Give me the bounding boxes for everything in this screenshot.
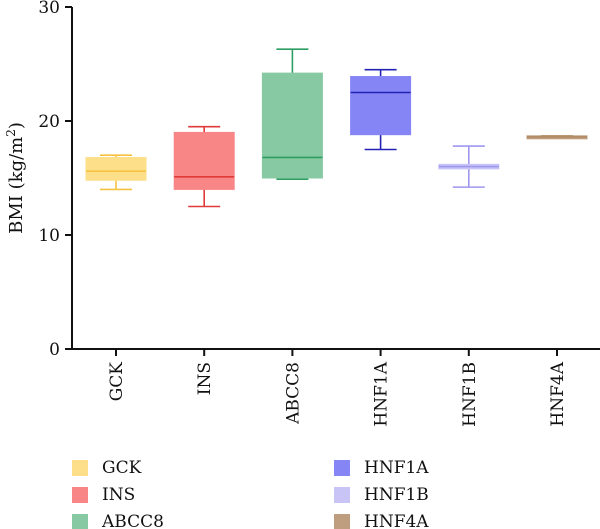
x-ticks: GCK INS ABCC8 HNF1A HNF1B HNF4A [107,349,568,427]
x-tick-label: ABCC8 [283,362,303,425]
legend-item-hnf4a: HNF4A [334,512,429,529]
y-tick-label: 0 [49,340,60,360]
box-abcc8 [261,48,323,180]
box-iqr [261,72,323,179]
legend-item-hnf1b: HNF1B [334,485,429,505]
y-axis-title-base: BMI (kg/m [6,137,27,234]
legend-swatch [334,460,350,476]
legend-label: HNF1A [364,458,429,478]
y-tick-label: 30 [38,0,60,18]
y-axis-title-close: ) [6,122,27,129]
boxes [85,48,588,208]
legend-item-abcc8: ABCC8 [72,512,164,529]
box-ins [173,125,235,208]
box-iqr [85,156,147,181]
legend-swatch [72,514,88,529]
legend-swatch [72,460,88,476]
legend-item-gck: GCK [72,458,142,478]
box-iqr [173,131,235,190]
legend: GCK INS ABCC8 HNF1A HNF1B HNF4A [72,458,429,529]
legend-swatch [72,487,88,503]
legend-label: ABCC8 [101,512,164,529]
x-tick-label: HNF4A [548,361,568,426]
legend-item-ins: INS [72,485,135,505]
legend-swatch [334,514,350,529]
y-axis-title-sup: 2 [4,129,18,137]
box-hnf1a [350,68,412,151]
legend-label: HNF1B [364,485,429,505]
box-hnf1b [438,145,500,188]
legend-swatch [334,487,350,503]
legend-label: INS [102,485,135,505]
x-tick-label: HNF1B [460,362,480,427]
legend-label: GCK [102,458,142,478]
y-ticks: 0 10 20 30 [38,0,72,360]
box-iqr [350,76,412,136]
legend-label: HNF4A [364,512,429,529]
axes [71,7,600,350]
y-tick-label: 20 [38,112,60,132]
x-tick-label: INS [195,362,215,395]
x-tick-label: HNF1A [372,361,392,426]
x-tick-label: GCK [107,362,127,402]
box-hnf4a [526,135,588,140]
y-axis-title: BMI (kg/m2) [4,122,27,234]
y-tick-label: 10 [38,226,60,246]
legend-item-hnf1a: HNF1A [334,458,429,478]
box-gck [85,154,147,191]
